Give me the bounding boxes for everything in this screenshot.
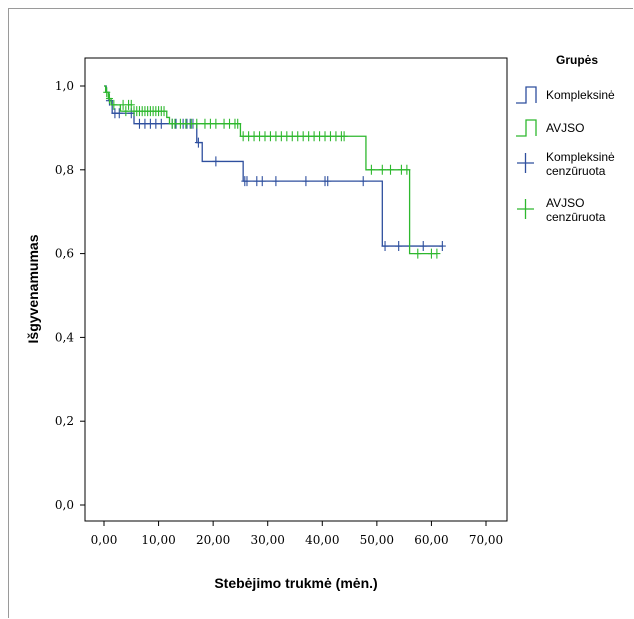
censor-mark [381,241,389,252]
censor-mark [359,176,367,187]
censor-mark [433,248,441,259]
y-tick-label: 0,0 [55,498,74,512]
x-tick-label: 70,00 [469,533,503,547]
series-layer [103,85,446,259]
censor-mark [387,164,394,175]
censor-mark [234,118,242,129]
censor-mark [395,241,403,252]
legend-censor-symbol [517,199,534,219]
censor-mark [122,106,130,117]
censor-mark [324,176,332,187]
censor-mark [258,176,266,187]
censor-mark [272,176,280,187]
censor-mark [212,156,220,167]
legend-label: AVJSO [546,196,584,210]
y-tick-label: 0,2 [55,414,74,428]
x-tick-label: 0,00 [91,533,118,547]
censor-mark [110,99,118,110]
chart-frame [8,8,633,618]
censor-mark [414,248,422,259]
legend: Grupės KompleksinėAVJSOKompleksinėcenzūr… [516,53,615,224]
legend-label: Kompleksinė [546,150,615,164]
legend-title: Grupės [556,53,598,67]
censor-mark [193,118,201,129]
x-axis: 0,00 10,00 20,00 30,00 40,00 50,00 60,00 70,00 [91,521,503,547]
x-tick-label: 30,00 [251,533,285,547]
legend-step-symbol [516,86,537,104]
legend-label: Kompleksinė [546,88,615,102]
x-tick-label: 40,00 [305,533,339,547]
y-tick-label: 1,0 [55,79,74,93]
censor-mark [212,118,220,129]
censor-mark [243,176,251,187]
y-axis-title: Išgyvenamumas [25,234,41,343]
censor-mark [103,87,111,98]
censor-mark [438,241,446,252]
legend-censor-symbol [517,153,534,173]
plot-area [84,57,508,522]
x-tick-label: 60,00 [414,533,448,547]
y-tick-label: 0,6 [55,247,74,261]
censor-mark [157,118,165,129]
censor-mark [378,164,386,175]
censor-mark [115,108,123,119]
censor-mark [419,241,427,252]
y-axis: 0,0 0,2 0,4 0,6 0,8 1,0 [55,79,85,512]
legend-label: cenzūruota [546,210,606,224]
legend-label: AVJSO [546,121,584,135]
censor-mark [367,164,375,175]
censor-mark [403,164,411,175]
censor-mark [194,137,202,148]
censor-mark [340,131,348,142]
legend-label: cenzūruota [546,164,606,178]
x-tick-label: 10,00 [141,533,175,547]
legend-step-symbol [516,119,537,137]
censor-mark [105,93,113,104]
y-tick-label: 0,8 [55,163,74,177]
x-axis-title: Stebėjimo trukmė (mėn.) [214,575,377,591]
y-tick-label: 0,4 [55,330,74,344]
censor-mark [160,106,168,117]
x-tick-label: 50,00 [360,533,394,547]
censor-mark [302,176,310,187]
censor-mark [127,99,135,110]
survival-curve [104,85,437,255]
x-tick-label: 20,00 [196,533,230,547]
